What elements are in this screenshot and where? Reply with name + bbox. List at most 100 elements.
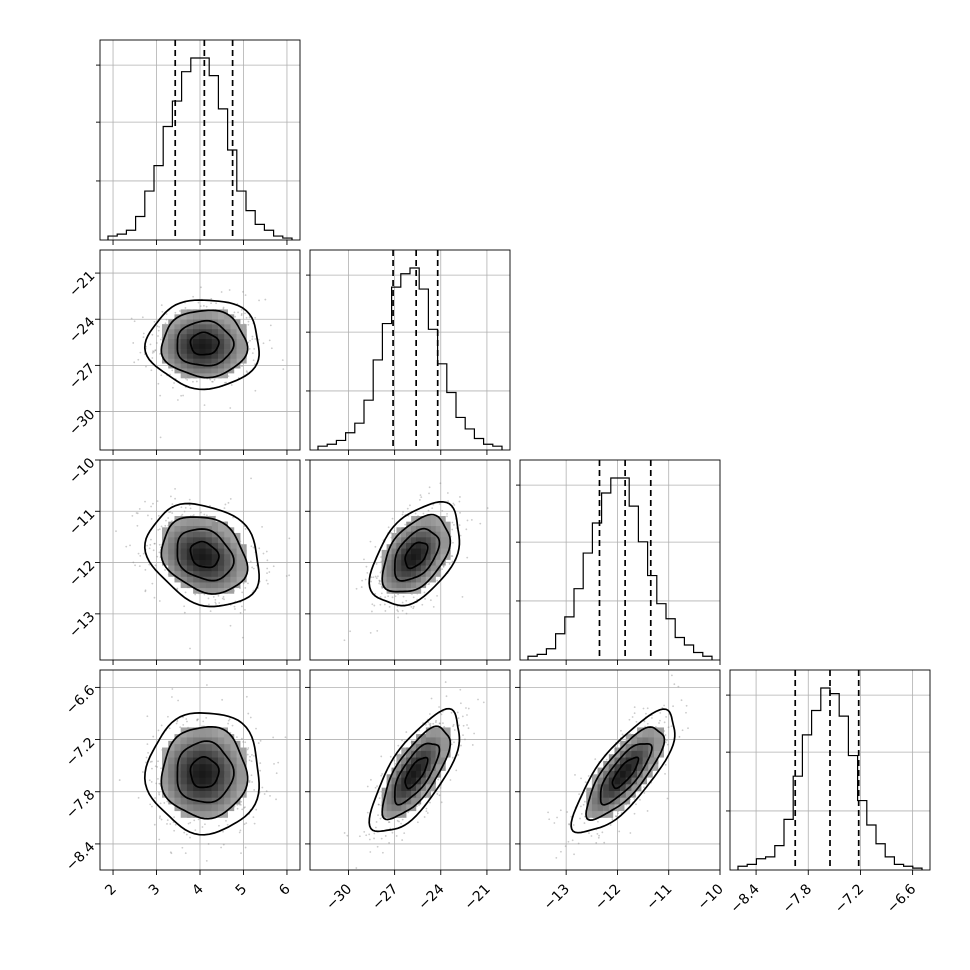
density-cell xyxy=(218,521,228,532)
density-cell xyxy=(230,572,241,583)
scatter-point xyxy=(401,839,404,841)
scatter-point xyxy=(601,831,604,834)
density-cell xyxy=(199,538,210,549)
scatter-point xyxy=(666,743,669,746)
density-cell xyxy=(180,740,191,751)
scatter-point xyxy=(197,301,200,304)
x-tick-label: 6 xyxy=(276,881,294,899)
density-cell xyxy=(168,521,179,532)
scatter-point xyxy=(379,579,381,582)
scatter-point xyxy=(158,528,161,531)
scatter-point xyxy=(452,541,454,544)
scatter-point xyxy=(149,543,152,546)
scatter-point xyxy=(158,817,161,819)
scatter-point xyxy=(245,822,248,825)
scatter-point xyxy=(450,743,453,746)
scatter-point xyxy=(288,537,291,540)
scatter-point xyxy=(584,781,587,784)
scatter-point xyxy=(220,291,223,293)
density-cell xyxy=(435,760,446,771)
x-tick-label: −27 xyxy=(369,881,401,913)
histogram-panel xyxy=(516,459,721,661)
scatter-point xyxy=(380,755,383,758)
scatter-point xyxy=(452,725,454,728)
x-tick-label: −6.6 xyxy=(884,881,919,916)
scatter-point xyxy=(643,786,645,789)
x-tick-label: −7.2 xyxy=(832,881,867,916)
density-cell xyxy=(180,801,191,812)
scatter-point xyxy=(154,797,157,799)
scatter-point xyxy=(436,579,439,582)
scatter-point xyxy=(434,721,437,724)
scatter-point xyxy=(154,765,157,768)
scatter-point xyxy=(247,747,250,749)
scatter-point xyxy=(261,786,264,789)
y-tick-label: −7.2 xyxy=(63,735,98,770)
scatter-point xyxy=(250,774,253,777)
scatter-point xyxy=(266,572,268,575)
density-cell xyxy=(162,544,173,555)
scatter-point xyxy=(240,800,243,803)
density-cell xyxy=(614,794,625,805)
scatter-point xyxy=(229,624,232,627)
scatter-point xyxy=(241,636,244,639)
density-cell xyxy=(174,549,185,560)
scatter-point xyxy=(428,583,431,585)
scatter-point xyxy=(153,823,156,826)
scatter-point xyxy=(155,782,158,785)
density-cell xyxy=(186,578,197,589)
density-cell xyxy=(218,781,228,791)
scatter-point xyxy=(245,370,248,373)
scatter-point xyxy=(365,834,368,837)
density-cell xyxy=(186,754,197,765)
density-cell xyxy=(199,532,210,543)
density-cell xyxy=(224,740,235,751)
scatter-point xyxy=(204,823,206,826)
density-cell xyxy=(637,727,648,738)
scatter-point xyxy=(247,323,250,326)
density-cell xyxy=(440,527,451,538)
scatter-point xyxy=(148,779,151,782)
density-cell xyxy=(614,760,625,771)
density-cell xyxy=(180,787,191,798)
density-cell xyxy=(193,309,204,320)
scatter-point xyxy=(205,514,208,517)
scatter-point xyxy=(228,289,231,291)
scatter-point xyxy=(464,738,466,741)
scatter-point xyxy=(670,725,673,728)
scatter-point xyxy=(459,688,462,691)
scatter-point xyxy=(459,702,462,705)
density-cell xyxy=(211,583,222,594)
scatter-point xyxy=(171,688,174,690)
scatter-point xyxy=(203,593,206,596)
scatter-point xyxy=(150,538,152,541)
scatter-point xyxy=(203,513,206,516)
scatter-point xyxy=(169,511,172,513)
scatter-point xyxy=(355,587,358,590)
density-cell xyxy=(653,747,664,758)
density-cell xyxy=(608,787,619,798)
density-cell xyxy=(199,787,210,798)
density-cell xyxy=(205,727,216,738)
scatter-point xyxy=(154,564,157,567)
x-tick-label: −30 xyxy=(323,881,355,913)
scatter-point xyxy=(387,526,390,529)
scatter-point xyxy=(547,811,549,814)
scatter-point xyxy=(397,593,399,596)
density-cell xyxy=(174,767,185,778)
scatter-point xyxy=(160,767,162,770)
density-cell xyxy=(230,754,241,765)
scatter-point xyxy=(486,507,489,509)
scatter-point xyxy=(130,317,133,320)
scatter-point xyxy=(161,310,164,313)
scatter-point xyxy=(389,755,392,758)
scatter-point xyxy=(429,722,432,725)
density-cell xyxy=(603,781,614,791)
scatter-point xyxy=(664,734,667,736)
density-cell xyxy=(180,760,191,771)
scatter-point xyxy=(234,315,237,318)
scatter-point xyxy=(251,566,254,569)
density-cell xyxy=(440,532,451,543)
density-cell xyxy=(625,787,636,798)
scatter-point xyxy=(156,325,159,328)
